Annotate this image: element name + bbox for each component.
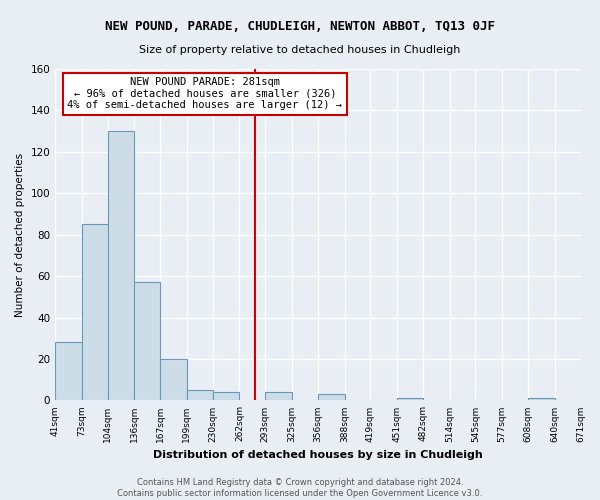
Bar (108, 131, 134, 400)
Bar (213, 392, 239, 400)
X-axis label: Distribution of detached houses by size in Chudleigh: Distribution of detached houses by size … (153, 450, 483, 460)
Text: NEW POUND, PARADE, CHUDLEIGH, NEWTON ABBOT, TQ13 0JF: NEW POUND, PARADE, CHUDLEIGH, NEWTON ABB… (105, 20, 495, 33)
Bar (160, 359, 187, 401)
Text: Size of property relative to detached houses in Chudleigh: Size of property relative to detached ho… (139, 45, 461, 55)
Bar (528, 398, 554, 400)
Bar (134, 282, 160, 401)
Bar (397, 398, 423, 400)
Bar (265, 392, 292, 400)
Bar (581, 398, 600, 400)
Bar (187, 390, 213, 400)
Text: NEW POUND PARADE: 281sqm
← 96% of detached houses are smaller (326)
4% of semi-d: NEW POUND PARADE: 281sqm ← 96% of detach… (67, 78, 343, 110)
Bar (318, 394, 344, 400)
Bar (82, 224, 108, 400)
Text: Contains HM Land Registry data © Crown copyright and database right 2024.
Contai: Contains HM Land Registry data © Crown c… (118, 478, 482, 498)
Y-axis label: Number of detached properties: Number of detached properties (15, 152, 25, 317)
Bar (55, 342, 82, 400)
